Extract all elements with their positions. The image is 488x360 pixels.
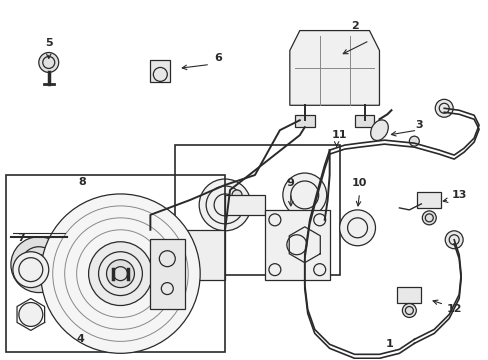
Circle shape bbox=[290, 231, 318, 259]
Bar bbox=[140, 220, 158, 232]
Text: 13: 13 bbox=[450, 190, 466, 200]
Bar bbox=[90, 230, 224, 280]
Bar bbox=[397, 287, 421, 302]
Circle shape bbox=[434, 99, 452, 117]
Circle shape bbox=[282, 173, 326, 217]
Text: 7: 7 bbox=[17, 233, 25, 243]
Text: 5: 5 bbox=[45, 37, 53, 48]
Bar bbox=[294, 115, 314, 127]
Text: 3: 3 bbox=[415, 120, 422, 130]
Circle shape bbox=[88, 242, 152, 306]
Circle shape bbox=[11, 237, 66, 293]
Circle shape bbox=[422, 211, 435, 225]
Circle shape bbox=[39, 53, 59, 72]
Text: 2: 2 bbox=[350, 21, 358, 31]
Text: 4: 4 bbox=[77, 334, 84, 345]
Ellipse shape bbox=[370, 120, 387, 140]
Text: 1: 1 bbox=[385, 339, 392, 349]
Bar bbox=[416, 192, 440, 208]
Circle shape bbox=[19, 302, 42, 327]
Bar bbox=[175, 145, 339, 275]
Circle shape bbox=[402, 303, 415, 318]
Text: 10: 10 bbox=[351, 178, 366, 188]
Text: 12: 12 bbox=[446, 305, 461, 315]
Circle shape bbox=[408, 136, 419, 146]
Bar bbox=[264, 210, 329, 280]
Circle shape bbox=[79, 235, 118, 275]
Circle shape bbox=[41, 194, 200, 353]
Circle shape bbox=[232, 190, 242, 200]
Text: 11: 11 bbox=[331, 130, 346, 140]
Circle shape bbox=[339, 210, 375, 246]
Bar bbox=[150, 239, 185, 309]
Polygon shape bbox=[289, 31, 379, 105]
Bar bbox=[224, 195, 264, 215]
Bar bbox=[6, 175, 224, 352]
Bar bbox=[150, 60, 170, 82]
Text: 8: 8 bbox=[79, 177, 86, 187]
Bar bbox=[354, 115, 374, 127]
Circle shape bbox=[444, 231, 462, 249]
Ellipse shape bbox=[199, 179, 250, 231]
Circle shape bbox=[29, 255, 49, 275]
Text: 6: 6 bbox=[214, 54, 222, 63]
Circle shape bbox=[106, 260, 134, 288]
Text: 9: 9 bbox=[285, 178, 293, 188]
Circle shape bbox=[13, 252, 49, 288]
